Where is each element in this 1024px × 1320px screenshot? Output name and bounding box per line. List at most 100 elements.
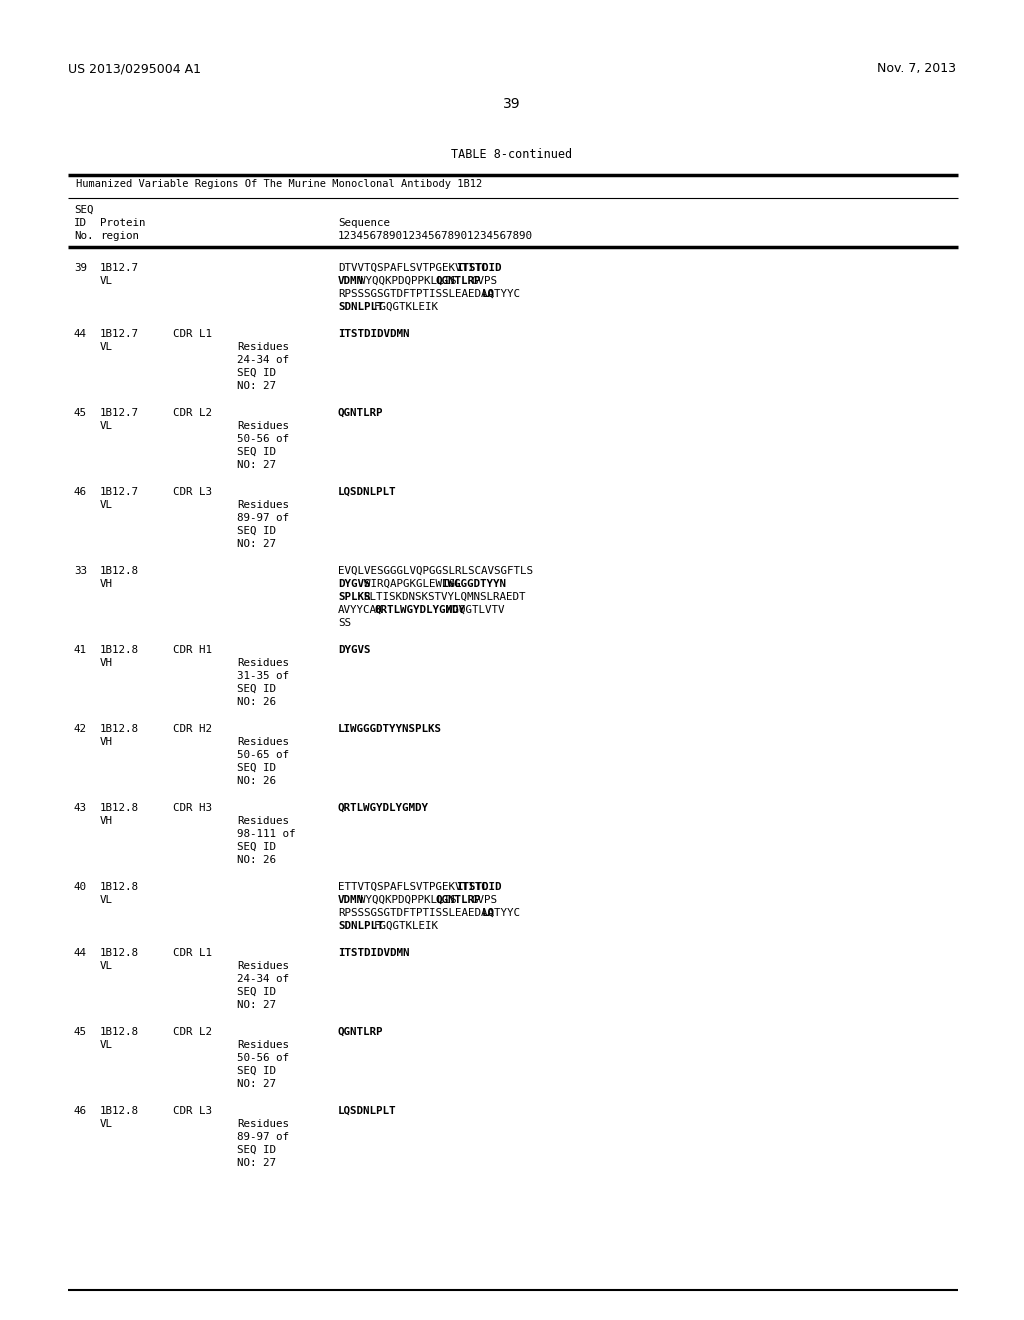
Text: WYQQKPDQPPKLLIS: WYQQKPDQPPKLLIS [358,276,456,286]
Text: SDNLPLT: SDNLPLT [338,302,384,312]
Text: DYGVS: DYGVS [338,645,371,655]
Text: QGNTLRP: QGNTLRP [338,408,384,418]
Text: 89-97 of: 89-97 of [237,1133,289,1142]
Text: VL: VL [100,500,113,510]
Text: QRTLWGYDLYGMDY: QRTLWGYDLYGMDY [338,803,429,813]
Text: VL: VL [100,421,113,432]
Text: VH: VH [100,579,113,589]
Text: 1B12.8: 1B12.8 [100,948,139,958]
Text: ITSTDID: ITSTDID [457,263,502,273]
Text: GVPS: GVPS [472,276,498,286]
Text: 1B12.7: 1B12.7 [100,408,139,418]
Text: 50-56 of: 50-56 of [237,1053,289,1063]
Text: 33: 33 [74,566,87,576]
Text: SEQ ID: SEQ ID [237,368,276,378]
Text: RPSSSGSGTDFTPTISSLEAEDAATYYC: RPSSSGSGTDFTPTISSLEAEDAATYYC [338,289,520,300]
Text: LQ: LQ [482,289,496,300]
Text: NO: 27: NO: 27 [237,381,276,391]
Text: SS: SS [338,618,351,628]
Text: No.: No. [74,231,93,242]
Text: VDMN: VDMN [338,895,364,906]
Text: LQ: LQ [482,908,496,917]
Text: LQSDNLPLT: LQSDNLPLT [338,487,396,498]
Text: Residues: Residues [237,657,289,668]
Text: SEQ ID: SEQ ID [237,525,276,536]
Text: SPLKS: SPLKS [338,591,371,602]
Text: SEQ ID: SEQ ID [237,1144,276,1155]
Text: CDR H2: CDR H2 [173,723,212,734]
Text: ID: ID [74,218,87,228]
Text: CDR L1: CDR L1 [173,329,212,339]
Text: WGQGTLVTV: WGQGTLVTV [446,605,505,615]
Text: NO: 27: NO: 27 [237,1078,276,1089]
Text: SEQ ID: SEQ ID [237,447,276,457]
Text: 39: 39 [503,96,521,111]
Text: DYGVS: DYGVS [338,579,371,589]
Text: 1B12.8: 1B12.8 [100,645,139,655]
Text: WYQQKPDQPPKLLIS: WYQQKPDQPPKLLIS [358,895,456,906]
Text: Residues: Residues [237,1040,289,1049]
Text: VL: VL [100,276,113,286]
Text: VL: VL [100,1119,113,1129]
Text: 43: 43 [74,803,87,813]
Text: 45: 45 [74,408,87,418]
Text: 123456789012345678901234567890: 123456789012345678901234567890 [338,231,534,242]
Text: SEQ ID: SEQ ID [237,763,276,774]
Text: region: region [100,231,139,242]
Text: 44: 44 [74,948,87,958]
Text: CDR L2: CDR L2 [173,408,212,418]
Text: VL: VL [100,342,113,352]
Text: IWGGGDTYYN: IWGGGDTYYN [441,579,506,589]
Text: 1B12.8: 1B12.8 [100,1106,139,1115]
Text: GVPS: GVPS [472,895,498,906]
Text: QGNTLRP: QGNTLRP [436,895,481,906]
Text: TABLE 8-continued: TABLE 8-continued [452,148,572,161]
Text: CDR L3: CDR L3 [173,487,212,498]
Text: NO: 26: NO: 26 [237,855,276,865]
Text: Protein: Protein [100,218,145,228]
Text: FGQGTKLEIK: FGQGTKLEIK [374,921,439,931]
Text: Residues: Residues [237,737,289,747]
Text: RLTISKDNSKSTVYLQMNSLRAEDT: RLTISKDNSKSTVYLQMNSLRAEDT [364,591,526,602]
Text: NO: 27: NO: 27 [237,459,276,470]
Text: FGQGTKLEIK: FGQGTKLEIK [374,302,439,312]
Text: VH: VH [100,737,113,747]
Text: VL: VL [100,961,113,972]
Text: AVYYCAK: AVYYCAK [338,605,384,615]
Text: NO: 27: NO: 27 [237,1001,276,1010]
Text: ITSTDID: ITSTDID [457,882,502,892]
Text: ITSTDIDVDMN: ITSTDIDVDMN [338,948,410,958]
Text: NO: 26: NO: 26 [237,697,276,708]
Text: Residues: Residues [237,342,289,352]
Text: 1B12.8: 1B12.8 [100,803,139,813]
Text: QGNTLRP: QGNTLRP [436,276,481,286]
Text: 1B12.8: 1B12.8 [100,723,139,734]
Text: Sequence: Sequence [338,218,390,228]
Text: CDR L1: CDR L1 [173,948,212,958]
Text: RPSSSGSGTDFTPTISSLEAEDAATYYC: RPSSSGSGTDFTPTISSLEAEDAATYYC [338,908,520,917]
Text: 46: 46 [74,1106,87,1115]
Text: LQSDNLPLT: LQSDNLPLT [338,1106,396,1115]
Text: US 2013/0295004 A1: US 2013/0295004 A1 [68,62,201,75]
Text: VH: VH [100,657,113,668]
Text: 24-34 of: 24-34 of [237,974,289,983]
Text: 24-34 of: 24-34 of [237,355,289,366]
Text: DTVVTQSPAFLSVTPGEKVTITC: DTVVTQSPAFLSVTPGEKVTITC [338,263,487,273]
Text: 31-35 of: 31-35 of [237,671,289,681]
Text: VDMN: VDMN [338,276,364,286]
Text: Residues: Residues [237,500,289,510]
Text: 40: 40 [74,882,87,892]
Text: CDR H3: CDR H3 [173,803,212,813]
Text: SEQ ID: SEQ ID [237,987,276,997]
Text: 39: 39 [74,263,87,273]
Text: 1B12.7: 1B12.7 [100,487,139,498]
Text: 1B12.8: 1B12.8 [100,566,139,576]
Text: CDR H1: CDR H1 [173,645,212,655]
Text: 44: 44 [74,329,87,339]
Text: Humanized Variable Regions Of The Murine Monoclonal Antibody 1B12: Humanized Variable Regions Of The Murine… [76,180,482,189]
Text: 1B12.7: 1B12.7 [100,263,139,273]
Text: SEQ ID: SEQ ID [237,842,276,851]
Text: ETTVTQSPAFLSVTPGEKVTITC: ETTVTQSPAFLSVTPGEKVTITC [338,882,487,892]
Text: ITSTDIDVDMN: ITSTDIDVDMN [338,329,410,339]
Text: SEQ ID: SEQ ID [237,1067,276,1076]
